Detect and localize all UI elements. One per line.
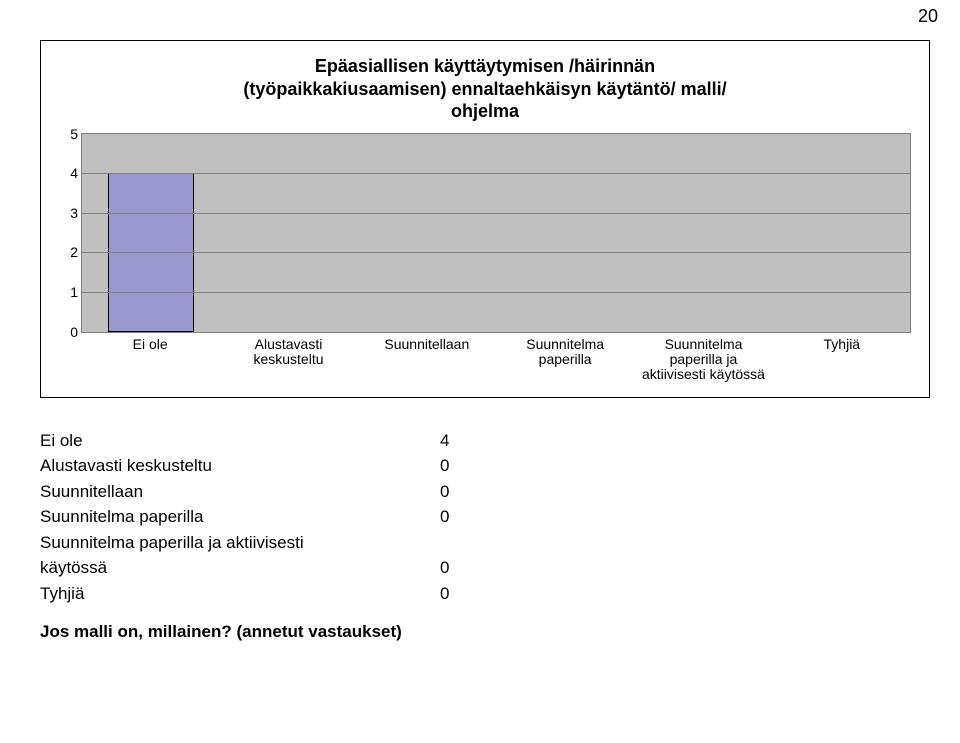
y-tick-label: 0 — [60, 324, 78, 340]
plot-area: 012345 — [81, 133, 911, 333]
x-tick-label: Alustavasti keskusteltu — [219, 337, 357, 383]
bar-slot — [82, 134, 220, 332]
y-tick-label: 2 — [60, 244, 78, 260]
table-row-value: 0 — [440, 581, 449, 607]
grid-line — [82, 292, 910, 293]
x-labels: Ei oleAlustavasti keskusteltuSuunnitella… — [81, 337, 911, 383]
x-tick-label: Suunnitellaan — [358, 337, 496, 383]
y-tick-label: 5 — [60, 126, 78, 142]
y-tick-label: 1 — [60, 284, 78, 300]
x-tick-label: Tyhjiä — [773, 337, 911, 383]
table-row-value: 0 — [440, 453, 449, 479]
grid-line — [82, 252, 910, 253]
table-row-label: Alustavasti keskusteltu — [40, 453, 440, 479]
table-row-label: Suunnitellaan — [40, 479, 440, 505]
bar-slot — [220, 134, 358, 332]
table-row-value: 0 — [440, 504, 449, 530]
chart-plot: 012345 Ei oleAlustavasti keskusteltuSuun… — [59, 133, 911, 383]
table-row: Tyhjiä0 — [40, 581, 930, 607]
chart-frame: Epäasiallisen käyttäytymisen /häirinnän(… — [40, 40, 930, 398]
grid-line — [82, 213, 910, 214]
table-row-value: 0 — [440, 555, 449, 581]
bars-container — [82, 134, 910, 332]
x-tick-label: Suunnitelma paperilla ja aktiivisesti kä… — [634, 337, 772, 383]
table-row-label: Suunnitelma paperilla ja aktiivisesti — [40, 530, 440, 556]
x-tick-label: Suunnitelma paperilla — [496, 337, 634, 383]
table-row-label: Ei ole — [40, 428, 440, 454]
bar-slot — [772, 134, 910, 332]
page-number: 20 — [918, 6, 938, 27]
chart-title: Epäasiallisen käyttäytymisen /häirinnän(… — [59, 55, 911, 123]
y-tick-label: 3 — [60, 205, 78, 221]
table-row-value: 4 — [440, 428, 449, 454]
question-heading: Jos malli on, millainen? (annetut vastau… — [40, 622, 930, 642]
y-tick-label: 4 — [60, 165, 78, 181]
table-row-label: käytössä — [40, 555, 440, 581]
table-row-value: 0 — [440, 479, 449, 505]
chart-body: 012345 Ei oleAlustavasti keskusteltuSuun… — [59, 133, 911, 383]
table-row: Suunnitelma paperilla0 — [40, 504, 930, 530]
table-row: käytössä0 — [40, 555, 930, 581]
bar-slot — [496, 134, 634, 332]
grid-line — [82, 173, 910, 174]
bar-slot — [358, 134, 496, 332]
bar-slot — [634, 134, 772, 332]
table-row-label: Tyhjiä — [40, 581, 440, 607]
data-table: Ei ole4Alustavasti keskusteltu0Suunnitel… — [40, 428, 930, 607]
table-row: Alustavasti keskusteltu0 — [40, 453, 930, 479]
table-row-label: Suunnitelma paperilla — [40, 504, 440, 530]
table-row: Suunnitellaan0 — [40, 479, 930, 505]
table-row: Ei ole4 — [40, 428, 930, 454]
table-row: Suunnitelma paperilla ja aktiivisesti — [40, 530, 930, 556]
x-tick-label: Ei ole — [81, 337, 219, 383]
